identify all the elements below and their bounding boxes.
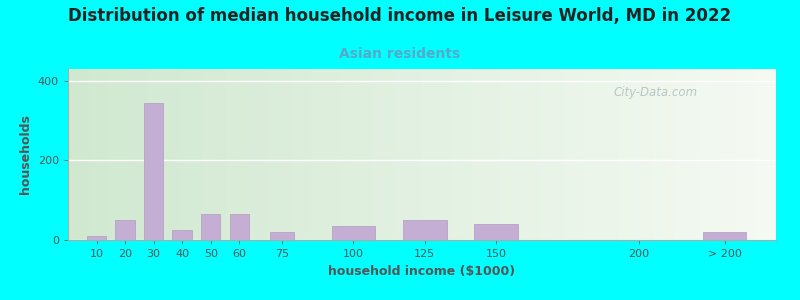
Bar — [474, 224, 518, 240]
Bar — [230, 214, 249, 240]
Text: Distribution of median household income in Leisure World, MD in 2022: Distribution of median household income … — [69, 8, 731, 26]
Bar — [332, 226, 375, 240]
Bar — [270, 232, 294, 240]
Text: Asian residents: Asian residents — [339, 46, 461, 61]
Bar — [144, 103, 163, 240]
Y-axis label: households: households — [19, 115, 32, 194]
Bar — [87, 236, 106, 240]
Bar — [201, 214, 221, 240]
Text: City-Data.com: City-Data.com — [613, 86, 698, 99]
Bar — [403, 220, 446, 240]
Bar — [702, 232, 746, 240]
Bar — [173, 230, 192, 240]
X-axis label: household income ($1000): household income ($1000) — [329, 265, 515, 278]
Bar — [115, 220, 135, 240]
